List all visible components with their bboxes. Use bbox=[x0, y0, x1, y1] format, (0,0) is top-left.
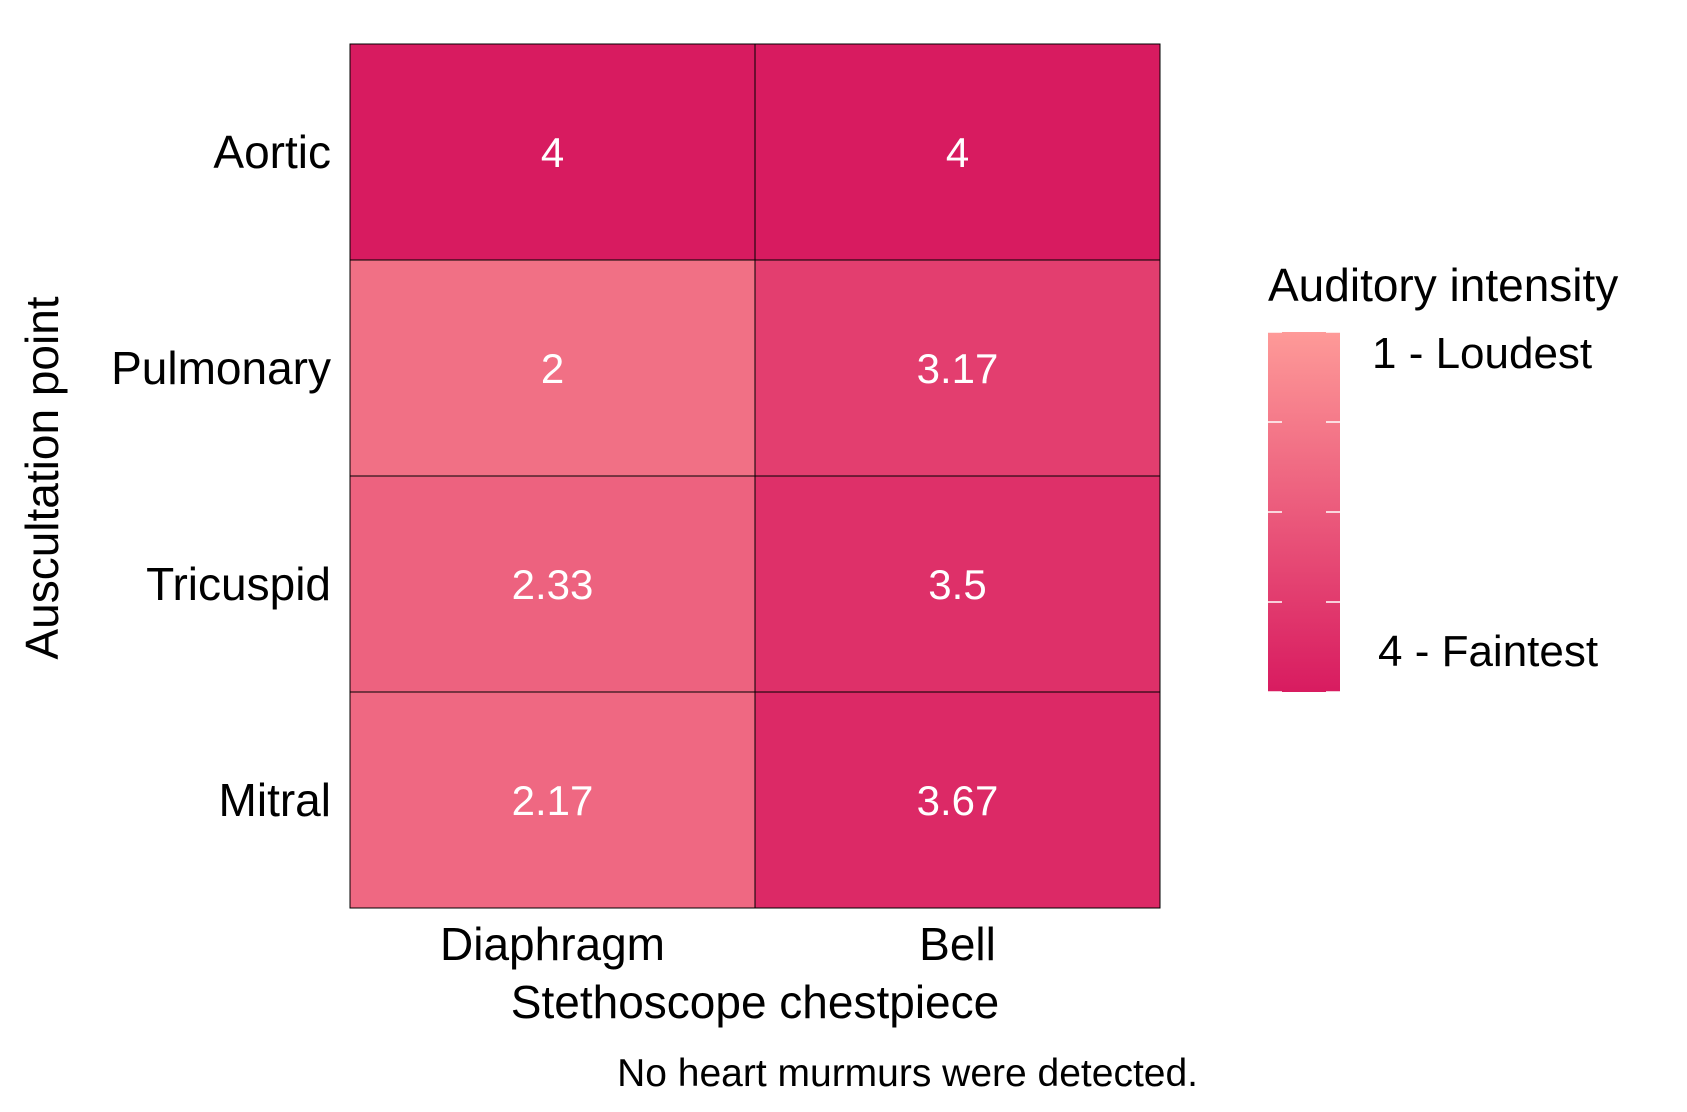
cell-value-label: 3.17 bbox=[917, 345, 999, 392]
x-tick-label: Diaphragm bbox=[440, 918, 665, 970]
heatmap-cell bbox=[349, 691, 756, 909]
legend: Auditory intensity 1 - Loudest 4 - Fainte… bbox=[1268, 259, 1618, 693]
cell-value-label: 2.17 bbox=[512, 777, 594, 824]
legend-title: Auditory intensity bbox=[1268, 259, 1618, 311]
y-tick-label: Pulmonary bbox=[111, 342, 331, 394]
heatmap-cell bbox=[349, 259, 756, 477]
heatmap-cell bbox=[349, 43, 756, 261]
heatmap-cell bbox=[754, 259, 1161, 477]
y-tick-label: Mitral bbox=[219, 774, 331, 826]
x-axis-title: Stethoscope chestpiece bbox=[511, 976, 999, 1028]
cell-value-label: 3.67 bbox=[917, 777, 999, 824]
y-axis-title: Auscultation point bbox=[16, 296, 68, 659]
chart-caption: No heart murmurs were detected. bbox=[617, 1052, 1198, 1095]
x-tick-label: Bell bbox=[919, 918, 996, 970]
heatmap-cell bbox=[754, 475, 1161, 693]
y-tick-label: Tricuspid bbox=[146, 558, 331, 610]
legend-label: 1 - Loudest bbox=[1372, 329, 1592, 378]
heatmap-cell bbox=[754, 43, 1161, 261]
legend-labels: 1 - Loudest 4 - Faintest bbox=[1372, 329, 1598, 676]
cell-value-label: 4 bbox=[946, 129, 969, 176]
cell-value-label: 4 bbox=[541, 129, 564, 176]
x-tick-labels: Diaphragm Bell bbox=[440, 918, 996, 970]
cell-value-label: 2.33 bbox=[512, 561, 594, 608]
cell-value-label: 2 bbox=[541, 345, 564, 392]
heatmap-cells: 4 4 2 3.17 2.33 3.5 2.17 3.67 bbox=[349, 43, 1161, 909]
legend-label: 4 - Faintest bbox=[1378, 627, 1598, 676]
heatmap-cell bbox=[754, 691, 1161, 909]
legend-ticks bbox=[1268, 331, 1340, 693]
cell-value-label: 3.5 bbox=[928, 561, 986, 608]
y-tick-labels: Aortic Pulmonary Tricuspid Mitral bbox=[111, 126, 331, 826]
y-tick-label: Aortic bbox=[213, 126, 331, 178]
heatmap-cell bbox=[349, 475, 756, 693]
